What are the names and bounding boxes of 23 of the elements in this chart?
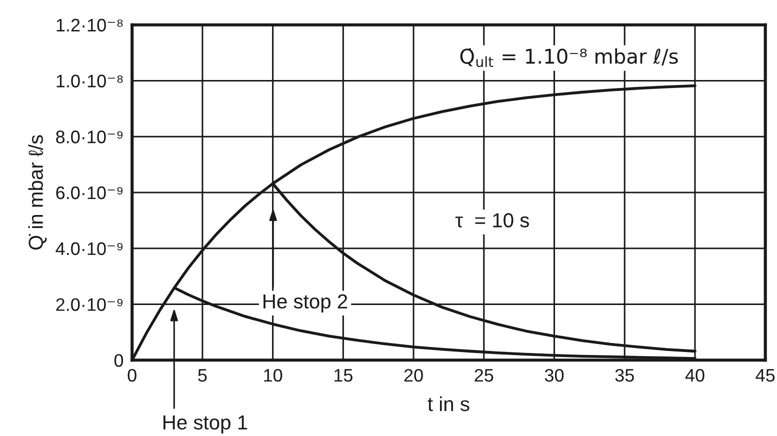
x-tick-label: 30 [544, 368, 564, 382]
annotation: Q̇$_{ult}$ = 1.10⁻⁸ mbar ℓ/s [460, 48, 678, 68]
x-tick-label: 35 [615, 368, 634, 382]
y-tick-label: 1.2·10⁻⁸ [56, 18, 123, 32]
y-axis-title: Q̇ in mbar ℓ/s [28, 135, 47, 250]
x-tick-label: 45 [756, 369, 775, 382]
y-tick-label: 6.0·10⁻⁹ [56, 186, 123, 200]
y-tick-label: 8.0·10⁻⁹ [56, 130, 123, 144]
x-axis-title: t in s [428, 396, 470, 412]
x-tick-label: 5 [198, 369, 207, 382]
x-tick-label: 20 [404, 368, 423, 382]
annotation: He stop 2 [264, 294, 348, 313]
y-tick-label: 2.0·10⁻⁹ [56, 298, 123, 311]
x-tick-label: 25 [474, 368, 494, 382]
y-tick-label: 4.0·10⁻⁹ [56, 242, 123, 256]
x-tick-label: 15 [334, 369, 352, 382]
text: He stop 1 [164, 416, 248, 434]
y-tick-label: 1.0·10⁻⁸ [56, 74, 123, 88]
y-tick-label: 0 [114, 354, 124, 367]
annotation: τ = 10 s [455, 213, 529, 228]
x-tick-label: 0 [128, 368, 136, 382]
x-tick-label: 10 [264, 368, 282, 382]
x-tick-label: 40 [685, 368, 704, 382]
